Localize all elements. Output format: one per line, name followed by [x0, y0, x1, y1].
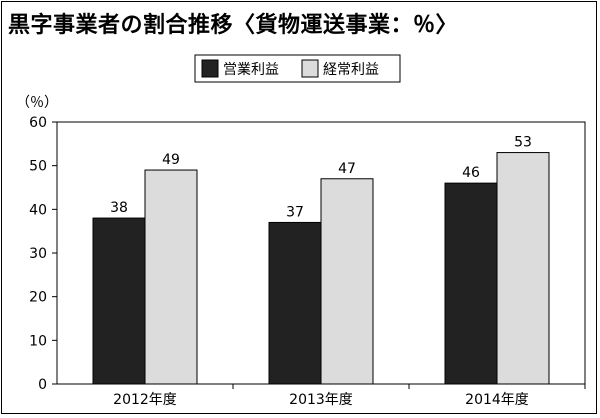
- y-tick-label: 50: [29, 159, 47, 175]
- bar: [444, 182, 498, 385]
- y-tick-label: 60: [29, 115, 47, 131]
- legend-label-ordinary: 経常利益: [323, 62, 379, 78]
- x-tick-label: 2014年度: [465, 392, 529, 408]
- x-tick-label: 2012年度: [113, 392, 177, 408]
- y-axis: 0 10 20 30 40 50 60: [29, 115, 57, 393]
- legend-label-operating: 営業利益: [223, 62, 279, 78]
- y-axis-unit-label: （％）: [16, 95, 58, 111]
- bar: [496, 152, 550, 385]
- bar: [268, 221, 322, 385]
- y-tick-label: 20: [29, 290, 47, 306]
- y-tick-label: 10: [29, 333, 47, 349]
- data-label: 37: [286, 204, 304, 220]
- x-axis: 2012年度 2013年度 2014年度: [113, 384, 586, 408]
- bars: 38 49 37 47 46 53: [92, 135, 550, 385]
- legend: 営業利益 経常利益: [194, 54, 401, 83]
- data-label: 38: [110, 200, 128, 216]
- y-tick-label: 40: [29, 202, 47, 218]
- bar: [92, 217, 146, 385]
- chart-title: 黒字事業者の割合推移〈貨物運送事業：％〉: [8, 13, 459, 38]
- x-tick-label: 2013年度: [289, 392, 353, 408]
- y-tick-label: 0: [38, 377, 47, 393]
- data-label: 46: [462, 165, 480, 181]
- data-label: 53: [514, 135, 532, 151]
- legend-swatch-ordinary: [301, 59, 319, 78]
- legend-box: [194, 54, 401, 83]
- bar: [144, 169, 198, 385]
- y-tick-label: 30: [29, 246, 47, 262]
- data-label: 49: [162, 152, 180, 168]
- legend-swatch-operating: [201, 59, 219, 78]
- bar: [320, 178, 374, 385]
- data-label: 47: [338, 161, 356, 177]
